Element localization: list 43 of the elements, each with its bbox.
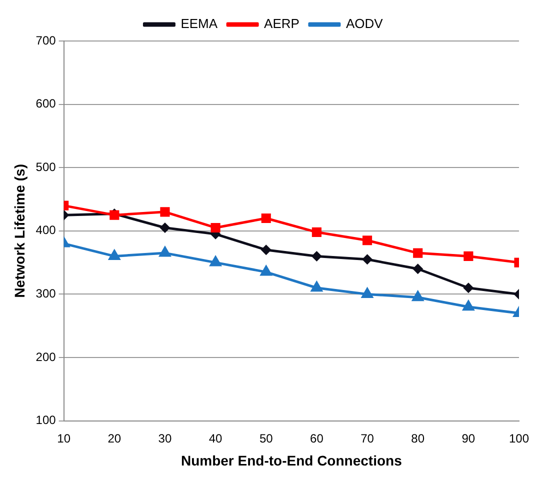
x-tick-label: 60 <box>310 431 324 446</box>
point <box>160 222 170 232</box>
legend-label: AODV <box>346 16 384 32</box>
point <box>210 256 222 266</box>
point <box>210 222 220 233</box>
point <box>362 288 373 298</box>
x-tick-label: 70 <box>360 431 374 446</box>
x-tick-label: 50 <box>259 431 274 446</box>
point <box>260 266 272 276</box>
point <box>362 236 372 246</box>
y-axis-title: Network Lifetime (s) <box>11 164 28 298</box>
point <box>362 254 372 264</box>
y-tick-label: 300 <box>36 286 56 301</box>
x-tick-label: 90 <box>462 431 476 446</box>
y-tick-label: 500 <box>36 160 56 174</box>
point <box>412 291 424 302</box>
x-tick-label: 40 <box>208 431 223 446</box>
point <box>413 264 423 274</box>
point <box>160 207 170 217</box>
point <box>312 251 322 261</box>
point <box>413 248 423 258</box>
x-tick-label: 80 <box>411 431 425 446</box>
x-tick-label: 30 <box>158 431 172 446</box>
y-tick-label: 100 <box>36 413 56 428</box>
y-tick-label: 700 <box>36 33 56 48</box>
y-tick-label: 200 <box>36 350 56 364</box>
point <box>261 213 271 224</box>
y-tick-label: 600 <box>36 96 56 111</box>
point <box>464 283 474 293</box>
point <box>108 250 120 260</box>
x-axis-title: Number End-to-End Connections <box>180 452 402 468</box>
point <box>311 282 322 292</box>
x-tick-label: 100 <box>508 431 530 446</box>
x-tick-label: 20 <box>108 431 122 446</box>
point <box>159 246 171 257</box>
point <box>312 227 322 237</box>
legend-label: AERP <box>264 16 300 32</box>
point <box>261 245 271 255</box>
point <box>462 300 474 311</box>
legend-label: EEMA <box>180 16 218 32</box>
point <box>464 251 474 262</box>
y-tick-label: 400 <box>36 223 56 238</box>
x-tick-label: 10 <box>57 431 71 446</box>
